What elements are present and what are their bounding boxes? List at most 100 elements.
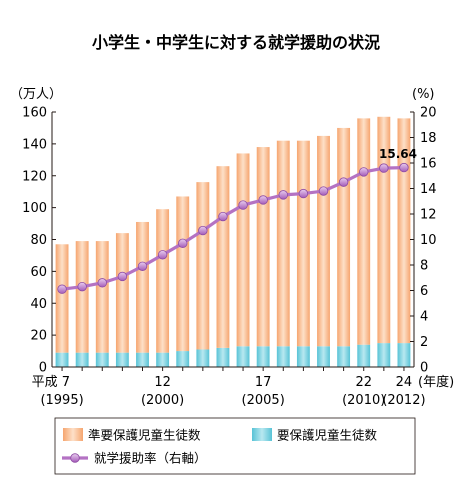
x-tick-era-2000: 12: [154, 375, 171, 390]
bar-top-1997: [95, 241, 109, 353]
bar-base-1997: [95, 352, 109, 367]
bar-base-2005: [256, 346, 270, 367]
bar-top-2006: [276, 140, 290, 347]
rate-point-2006: [278, 190, 288, 200]
rate-point-2002: [198, 225, 208, 236]
bar-top-1998: [115, 233, 129, 353]
bar-base-2000: [156, 352, 170, 367]
bar-base-2012: [397, 343, 411, 367]
rate-point-1999: [137, 261, 148, 271]
right-axis-unit: (%): [412, 87, 435, 102]
rate-line: [61, 165, 404, 291]
x-tick-western-2000: (2000): [141, 393, 184, 408]
left-tick-label-80: 80: [30, 233, 47, 248]
left-tick-label-120: 120: [22, 169, 47, 184]
rate-point-2011: [379, 163, 389, 173]
last-value-annotation: 15.64: [379, 147, 417, 161]
rate-point-2005: [258, 195, 268, 205]
left-tick-label-160: 160: [22, 106, 47, 121]
bar-base-1999: [136, 352, 149, 367]
ticks-group: 02040608010012014016002468101214161820平成…: [22, 106, 436, 409]
bar-base-2004: [236, 346, 250, 367]
bar-base-2010: [357, 344, 371, 367]
bar-base-2006: [276, 346, 290, 367]
legend-frame: [54, 417, 416, 475]
right-tick-label-20: 20: [420, 106, 437, 121]
bar-top-2011: [377, 116, 391, 344]
bar-base-2008: [317, 346, 330, 367]
right-tick-label-4: 4: [420, 310, 428, 325]
x-tick-western-2012: (2012): [382, 393, 425, 408]
right-tick-label-2: 2: [420, 335, 428, 350]
rate-point-2000: [157, 250, 168, 260]
right-tick-label-14: 14: [420, 182, 437, 197]
bar-top-2008: [317, 135, 330, 347]
left-tick-label-40: 40: [30, 297, 47, 312]
right-tick-label-6: 6: [420, 284, 428, 299]
x-tick-era-1995: 平成 7: [32, 375, 70, 390]
legend-swatch-top: [63, 428, 83, 441]
x-tick-era-2005: 17: [255, 375, 272, 390]
left-tick-label-60: 60: [30, 265, 47, 280]
bar-top-2009: [337, 127, 351, 347]
x-tick-western-2010: (2010): [342, 393, 385, 408]
chart-title: 小学生・中学生に対する就学援助の状況: [92, 33, 380, 52]
rate-point-2012: [399, 162, 409, 173]
bar-base-1998: [115, 352, 129, 367]
legend-label-base: 要保護児童生徒数: [277, 428, 378, 443]
bar-base-2001: [176, 351, 190, 367]
right-tick-label-0: 0: [420, 361, 428, 376]
x-tick-western-2005: (2005): [242, 393, 285, 408]
left-axis-unit: （万人）: [10, 87, 62, 102]
rate-point-1998: [117, 271, 128, 282]
bar-top-2010: [357, 118, 371, 345]
bar-top-2005: [256, 147, 270, 347]
rate-point-2010: [359, 167, 369, 177]
bar-top-2002: [196, 182, 210, 350]
bar-top-2000: [156, 209, 170, 353]
right-tick-label-8: 8: [420, 259, 428, 274]
rate-point-2003: [218, 211, 228, 222]
bar-base-1995: [55, 352, 69, 367]
bar-top-2004: [236, 153, 250, 347]
x-tick-era-2010: 22: [355, 375, 372, 390]
left-tick-label-20: 20: [30, 329, 47, 344]
rate-point-2009: [338, 177, 349, 187]
rate-point-1997: [97, 278, 107, 288]
rate-point-1996: [77, 281, 87, 292]
bar-top-1999: [136, 221, 149, 353]
rate-line-group: [57, 162, 409, 294]
legend-label-rate: 就学援助率（右軸）: [94, 451, 207, 466]
right-tick-label-16: 16: [420, 157, 437, 172]
bar-top-1996: [75, 241, 89, 353]
bar-base-2003: [216, 347, 230, 367]
x-axis-unit: (年度): [418, 374, 454, 390]
bar-top-2001: [176, 196, 190, 352]
rate-point-2007: [298, 188, 309, 199]
x-tick-era-2012: 24: [396, 375, 413, 390]
rate-point-1995: [57, 284, 67, 294]
right-tick-label-18: 18: [420, 131, 437, 146]
bar-top-2003: [216, 166, 230, 348]
right-tick-label-12: 12: [420, 208, 437, 223]
legend-swatch-dot: [70, 453, 80, 463]
bar-top-2007: [296, 140, 310, 347]
x-tick-western-1995: (1995): [40, 393, 83, 408]
left-tick-label-100: 100: [22, 201, 47, 216]
bar-base-2009: [337, 346, 351, 367]
left-tick-label-0: 0: [39, 361, 47, 376]
rate-point-2008: [318, 186, 329, 196]
right-tick-label-10: 10: [420, 233, 437, 248]
rate-point-2004: [238, 200, 248, 210]
bar-base-1996: [75, 352, 89, 367]
bar-top-2012: [397, 118, 411, 344]
rate-point-2001: [178, 238, 188, 249]
bar-top-1995: [55, 244, 69, 353]
left-tick-label-140: 140: [22, 137, 47, 152]
bar-base-2002: [196, 349, 210, 367]
bar-base-2007: [296, 346, 310, 367]
legend-label-top: 準要保護児童生徒数: [88, 428, 201, 443]
bars-group: [55, 116, 411, 367]
